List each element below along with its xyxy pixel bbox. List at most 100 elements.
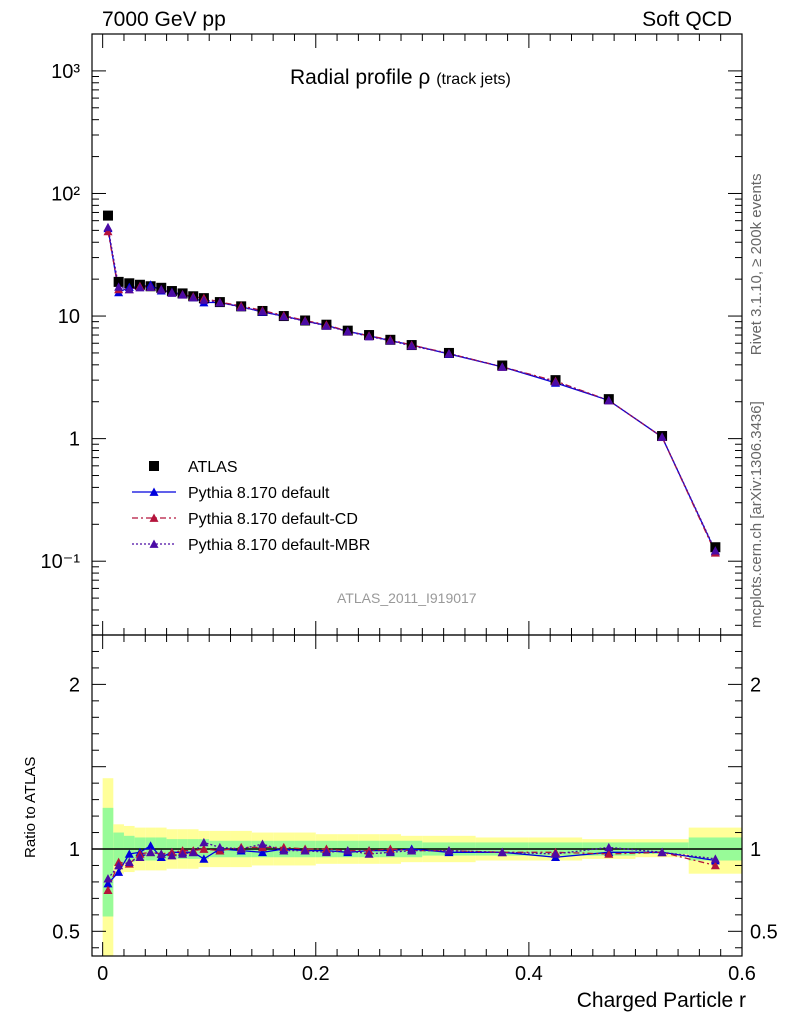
- main-series-line: [107, 228, 716, 552]
- main-series-marker: [114, 282, 124, 291]
- x-axis-label: Charged Particle r: [576, 989, 746, 1012]
- ratio-series-marker: [146, 841, 156, 850]
- legend-entry-label: ATLAS: [188, 459, 238, 476]
- ratio-series-marker: [103, 879, 113, 888]
- main-series-marker: [215, 297, 225, 307]
- main-series-marker: [103, 222, 113, 232]
- main-series-marker: [167, 288, 177, 297]
- main-series-marker: [135, 282, 145, 292]
- y-tick-label: 10: [58, 306, 80, 328]
- main-series-marker: [407, 341, 417, 350]
- ratio-series-points: [103, 837, 720, 894]
- main-series-marker: [551, 377, 561, 386]
- main-series-marker: [236, 302, 246, 312]
- legend-entry-label: Pythia 8.170 default-CD: [188, 511, 358, 528]
- ratio-series-marker: [114, 860, 124, 870]
- plot-title-sub: (track jets): [436, 71, 511, 88]
- main-series-marker: [300, 316, 310, 325]
- ratio-series-marker: [199, 844, 209, 853]
- tick-labels: 10⁻¹ 1 10 10² 10³ 0.5 0.5 1 1 2 2 0 0.2 0.4 0.6: [41, 61, 778, 985]
- main-series-marker: [343, 326, 353, 336]
- side-annotation: mcplots.cern.ch [arXiv:1306.3436] Rivet 3…: [748, 174, 765, 628]
- ratio-y-tick-label-right: 0.5: [750, 921, 778, 943]
- ratio-series-marker: [710, 860, 720, 870]
- atlas-data-point: [102, 210, 113, 221]
- main-series-points: [102, 210, 721, 557]
- legend-marker-atlas: [149, 461, 159, 471]
- main-series-marker: [364, 332, 374, 341]
- main-series-marker: [385, 336, 395, 345]
- ratio-y-tick-label: 0.5: [52, 921, 80, 943]
- main-series-marker: [657, 432, 667, 441]
- ratio-series-marker: [135, 852, 145, 862]
- x-tick-label: 0.2: [302, 963, 330, 985]
- ratio-series-marker: [604, 842, 614, 852]
- plot-title: Radial profile ρ (track jets): [290, 66, 511, 90]
- main-series-marker: [321, 321, 331, 330]
- main-series-marker: [103, 226, 113, 236]
- ratio-series-marker: [167, 851, 177, 860]
- ratio-series-marker: [103, 885, 113, 894]
- ratio-series-marker: [156, 849, 166, 858]
- ratio-frame: [91, 634, 743, 957]
- ratio-y-tick-label: 2: [69, 674, 80, 696]
- axis-ticks: [92, 33, 743, 956]
- main-series-marker: [178, 290, 188, 299]
- main-series-lines: [107, 227, 716, 554]
- ratio-series-marker: [279, 846, 289, 855]
- ratio-series-marker: [551, 849, 561, 858]
- legend-entry-label: Pythia 8.170 default: [188, 485, 330, 502]
- ratio-series-marker: [199, 854, 209, 863]
- main-series-marker: [199, 295, 209, 304]
- main-series-marker: [188, 292, 198, 302]
- x-tick-label: 0: [97, 963, 108, 985]
- main-series-marker: [710, 546, 720, 555]
- main-series-marker: [604, 395, 614, 405]
- ratio-series-marker: [604, 849, 614, 858]
- main-series-marker: [279, 312, 289, 321]
- ratio-series-marker: [343, 846, 353, 855]
- ratio-series-marker: [103, 874, 113, 883]
- main-series-marker: [156, 284, 166, 294]
- ratio-series-marker: [257, 839, 267, 848]
- x-tick-label: 0.6: [728, 963, 756, 985]
- atlas-data-point: [113, 276, 124, 287]
- legend-marker: [149, 487, 159, 496]
- ratio-y-tick-label-right: 2: [750, 674, 761, 696]
- ratio-series-marker: [364, 849, 374, 858]
- ratio-series-marker: [300, 846, 310, 855]
- ratio-series-marker: [114, 867, 124, 876]
- legend-entry-label: Pythia 8.170 default-MBR: [188, 537, 370, 554]
- ratio-series-marker: [124, 849, 134, 858]
- main-series-line: [107, 227, 716, 551]
- y-tick-label: 10⁻¹: [41, 551, 81, 573]
- ratio-series-marker: [497, 847, 507, 857]
- plot-frames: [91, 33, 743, 957]
- ratio-y-tick-label: 1: [69, 839, 80, 861]
- ratio-series-marker: [321, 847, 331, 857]
- plot-title-main: Radial profile ρ: [290, 66, 431, 89]
- ratio-series-marker: [385, 847, 395, 857]
- analysis-id: ATLAS_2011_I919017: [337, 590, 477, 606]
- ratio-series-marker: [236, 844, 246, 853]
- ratio-series-marker: [199, 837, 209, 847]
- band-inner-bin: [102, 807, 114, 917]
- ratio-series-marker: [407, 846, 417, 855]
- main-series-marker: [124, 284, 134, 294]
- ratio-y-axis-label: Ratio to ATLAS: [22, 756, 39, 858]
- rivet-label: Rivet 3.1.10, ≥ 200k events: [748, 173, 765, 356]
- main-series-line: [107, 231, 716, 554]
- ratio-y-tick-label-right: 1: [750, 839, 761, 861]
- main-series-marker: [257, 306, 267, 316]
- ratio-series-marker: [146, 847, 156, 857]
- main-series-marker: [146, 282, 156, 292]
- y-tick-label: 1: [69, 429, 80, 451]
- ratio-series-marker: [178, 849, 188, 858]
- ratio-series-marker: [257, 847, 267, 857]
- legend-marker: [149, 513, 159, 522]
- y-tick-label: 10³: [51, 61, 80, 83]
- legend-marker: [149, 539, 159, 548]
- main-series-marker: [497, 362, 507, 371]
- main-series-marker: [444, 348, 454, 358]
